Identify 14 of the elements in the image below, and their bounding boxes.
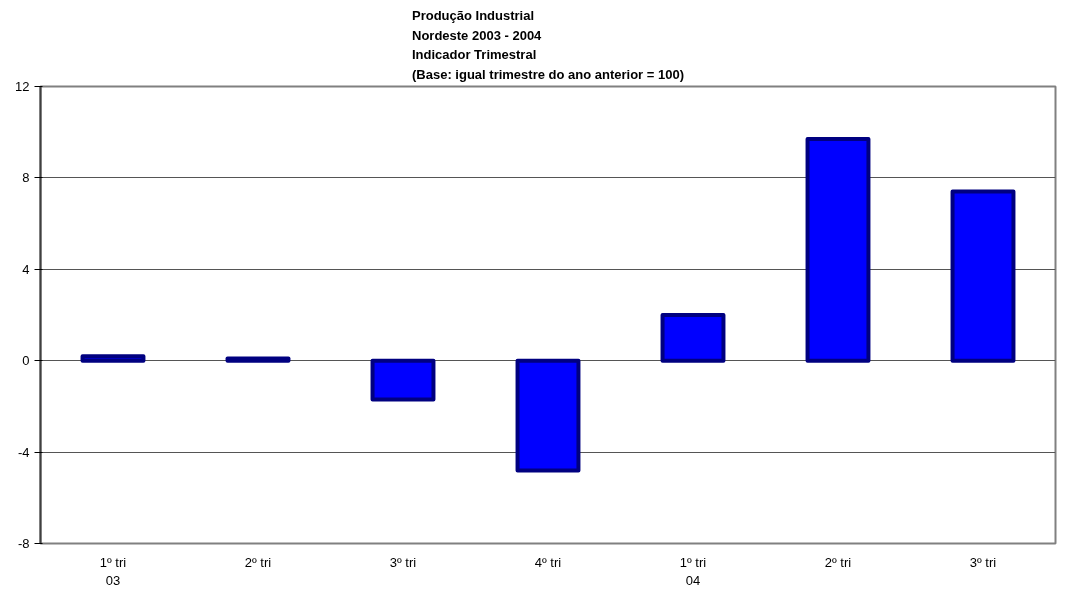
x-tick-label: 3º tri — [969, 554, 997, 570]
y-tick-label: 12 — [15, 79, 30, 94]
y-tick-label: -4 — [17, 444, 30, 460]
x-tick-label: 1º tri 03 — [99, 554, 127, 588]
y-tick-label: -8 — [17, 536, 30, 551]
x-tick-label: 2º tri — [244, 554, 272, 570]
x-tick-label: 2º tri — [824, 554, 852, 570]
x-tick-label: 1º tri 04 — [679, 554, 707, 588]
y-tick-label: 4 — [22, 261, 30, 277]
chart-title: Produção Industrial Nordeste 2003 - 2004 Indicador Trimestral (Base: igual trimestre do ano anterior = 100) — [412, 8, 684, 82]
y-tick-label: 8 — [22, 170, 30, 186]
y-tick-label: 0 — [22, 353, 30, 369]
x-tick-label: 3º tri — [389, 554, 417, 570]
x-tick-label: 4º tri — [534, 554, 562, 570]
